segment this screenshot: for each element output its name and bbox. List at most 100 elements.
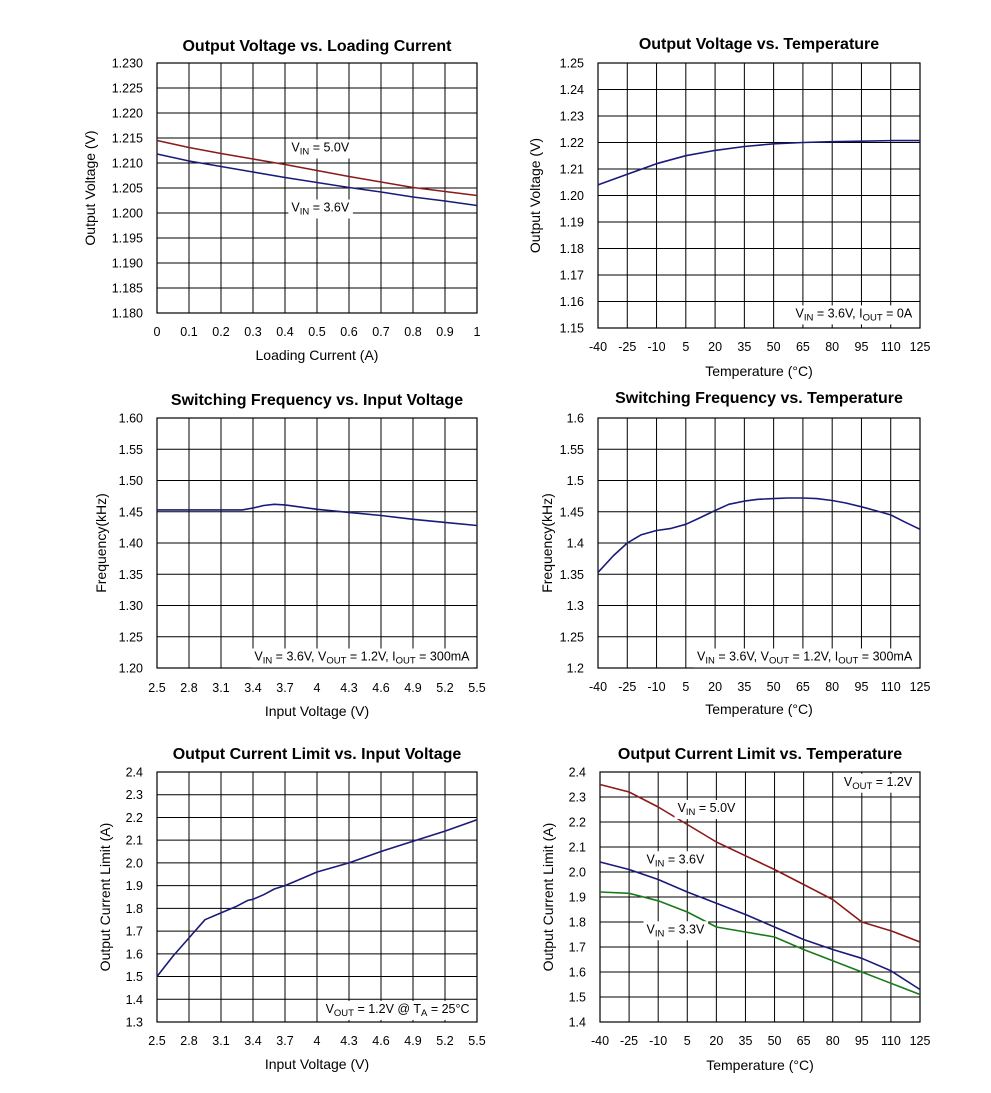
chart-6-frame — [599, 771, 921, 1023]
chart-1-y-tick-label: 1.195 — [112, 232, 143, 246]
chart-4-y-tick-label: 1.55 — [560, 443, 584, 457]
chart-1-y-tick-label: 1.205 — [112, 182, 143, 196]
chart-1-y-axis-label: Output Voltage (V) — [82, 130, 98, 245]
chart-1-annotation-1: VIN = 5.0V — [291, 141, 349, 158]
chart-1-y-tick-label: 1.180 — [112, 307, 143, 321]
chart-1-annotation-bg — [288, 139, 353, 159]
chart-3-x-tick-label: 3.4 — [244, 681, 261, 695]
chart-1-x-tick-label: 0.3 — [244, 325, 261, 339]
chart-5-x-tick-label: 3.4 — [244, 1034, 261, 1048]
chart-4-x-tick-label: 35 — [737, 680, 751, 694]
chart-3-x-tick-label: 5.5 — [468, 681, 485, 695]
chart-5-x-tick-label: 3.1 — [212, 1034, 229, 1048]
chart-5-y-tick-label: 1.7 — [126, 925, 143, 939]
chart-4-x-tick-label: -40 — [589, 680, 607, 694]
chart-1-y-tick-label: 1.225 — [112, 82, 143, 96]
chart-4-y-tick-label: 1.2 — [567, 662, 584, 676]
chart-6-annotation-1: VOUT = 1.2V — [844, 775, 913, 792]
chart-4-y-axis-label: Frequency(kHz) — [539, 493, 555, 593]
chart-1-series-vin-3-6v — [156, 153, 478, 207]
chart-1-x-axis-label: Loading Current (A) — [256, 347, 379, 363]
chart-4-x-tick-label: 20 — [708, 680, 722, 694]
chart-4-x-tick-label: -25 — [618, 680, 636, 694]
chart-1-title: Output Voltage vs. Loading Current — [182, 38, 452, 55]
chart-5-x-tick-label: 4 — [314, 1034, 321, 1048]
chart-5-x-tick-label: 5.5 — [468, 1034, 485, 1048]
chart-6-y-tick-label: 1.9 — [569, 891, 586, 905]
chart-6-x-tick-label: 80 — [826, 1034, 840, 1048]
chart-4-x-tick-label: 65 — [796, 680, 810, 694]
chart-1-series-vin-5-0v — [156, 139, 478, 197]
chart-3: 2.5 2.8 3.1 3.4 3.7 4 4.3 4.6 4.9 5.2 5.5 1.20 1.25 1… — [93, 392, 486, 719]
chart-2-series-line-1 — [597, 139, 920, 186]
chart-6-y-tick-label: 2.1 — [569, 841, 586, 855]
chart-5-x-tick-label: 4.6 — [372, 1034, 389, 1048]
chart-6-x-tick-label: 125 — [910, 1034, 931, 1048]
chart-4-annotation-1: VIN = 3.6V, VOUT = 1.2V, IOUT = 300mA — [697, 650, 913, 667]
chart-1-y-tick-label: 1.210 — [112, 157, 143, 171]
chart-2-y-tick-label: 1.20 — [560, 189, 584, 203]
chart-6-x-tick-label: -40 — [591, 1034, 609, 1048]
chart-4-x-tick-label: 110 — [881, 680, 901, 694]
chart-6-series-vin-3-6v — [599, 861, 921, 991]
chart-5-y-tick-label: 1.3 — [126, 1016, 143, 1030]
chart-2-y-axis-label: Output Voltage (V) — [527, 138, 543, 253]
chart-2-y-tick-label: 1.22 — [560, 136, 584, 150]
chart-4-x-axis-label: Temperature (°C) — [705, 701, 813, 717]
chart-3-series-line-1 — [157, 503, 478, 527]
chart-4-x-tick-label: -10 — [648, 680, 666, 694]
chart-2-x-tick-label: 50 — [767, 340, 781, 354]
chart-6-y-tick-label: 1.8 — [569, 916, 586, 930]
chart-2-annotation-bg — [792, 305, 916, 325]
chart-6-y-tick-label: 2.0 — [569, 866, 586, 880]
chart-1-annotation-bg — [288, 199, 353, 219]
chart-1-x-tick-label: 0 — [154, 325, 161, 339]
chart-4-y-tick-label: 1.4 — [567, 537, 584, 551]
chart-5-x-tick-label: 4.9 — [404, 1034, 421, 1048]
chart-6-y-axis-label: Output Current Limit (A) — [540, 823, 556, 972]
chart-3-x-tick-label: 3.1 — [212, 681, 229, 695]
chart-5-x-tick-label: 5.2 — [436, 1034, 453, 1048]
chart-6-annotation-bg — [643, 851, 709, 871]
chart-6-y-tick-label: 1.5 — [569, 991, 586, 1005]
chart-1-x-tick-label: 0.8 — [404, 325, 421, 339]
chart-3-y-tick-label: 1.55 — [119, 443, 143, 457]
chart-2-x-tick-label: -25 — [618, 340, 636, 354]
chart-4-y-tick-label: 1.5 — [567, 474, 584, 488]
chart-3-y-axis-label: Frequency(kHz) — [93, 493, 109, 593]
chart-2-y-tick-label: 1.19 — [560, 216, 584, 230]
chart-2-x-tick-label: 95 — [855, 340, 869, 354]
chart-5-annotation-bg — [322, 1000, 473, 1020]
chart-6-y-tick-label: 1.4 — [569, 1016, 586, 1030]
chart-5-y-tick-label: 2.1 — [126, 834, 143, 848]
chart-3-x-tick-label: 2.8 — [180, 681, 197, 695]
chart-3-y-tick-label: 1.50 — [119, 474, 143, 488]
chart-3-x-tick-label: 4.3 — [340, 681, 357, 695]
chart-3-x-tick-label: 4.9 — [404, 681, 421, 695]
chart-4-frame — [597, 417, 921, 669]
chart-4-y-tick-label: 1.6 — [567, 412, 584, 426]
chart-6-annotation-bg — [674, 800, 740, 819]
chart-1-x-tick-label: 0.7 — [372, 325, 389, 339]
chart-6-x-tick-label: 95 — [855, 1034, 869, 1048]
chart-4-y-tick-label: 1.25 — [560, 630, 584, 644]
chart-2-x-tick-label: 35 — [737, 340, 751, 354]
chart-1: 0 0.1 0.2 0.3 0.4 0.5 0.6 0.7 0.8 0.9 1 1.180 1.185 1… — [82, 38, 481, 363]
chart-3-x-tick-label: 4 — [314, 681, 321, 695]
chart-6-x-tick-label: 5 — [684, 1034, 691, 1048]
chart-6-x-tick-label: 65 — [797, 1034, 811, 1048]
chart-3-y-tick-label: 1.25 — [119, 630, 143, 644]
chart-1-y-tick-label: 1.230 — [112, 57, 143, 71]
chart-6-x-tick-label: 110 — [881, 1034, 901, 1048]
chart-5-y-tick-label: 1.8 — [126, 902, 143, 916]
chart-6-x-tick-label: 50 — [768, 1034, 782, 1048]
chart-3-annotation-bg — [251, 648, 474, 668]
chart-3-x-tick-label: 2.5 — [148, 681, 165, 695]
chart-5-x-tick-label: 2.5 — [148, 1034, 165, 1048]
chart-3-y-tick-label: 1.40 — [119, 537, 143, 551]
chart-5-y-tick-label: 2.3 — [126, 788, 143, 802]
chart-1-x-tick-label: 0.5 — [308, 325, 325, 339]
chart-3-x-tick-label: 3.7 — [276, 681, 293, 695]
chart-5-y-tick-label: 1.9 — [126, 879, 143, 893]
chart-3-y-tick-label: 1.60 — [119, 412, 143, 426]
